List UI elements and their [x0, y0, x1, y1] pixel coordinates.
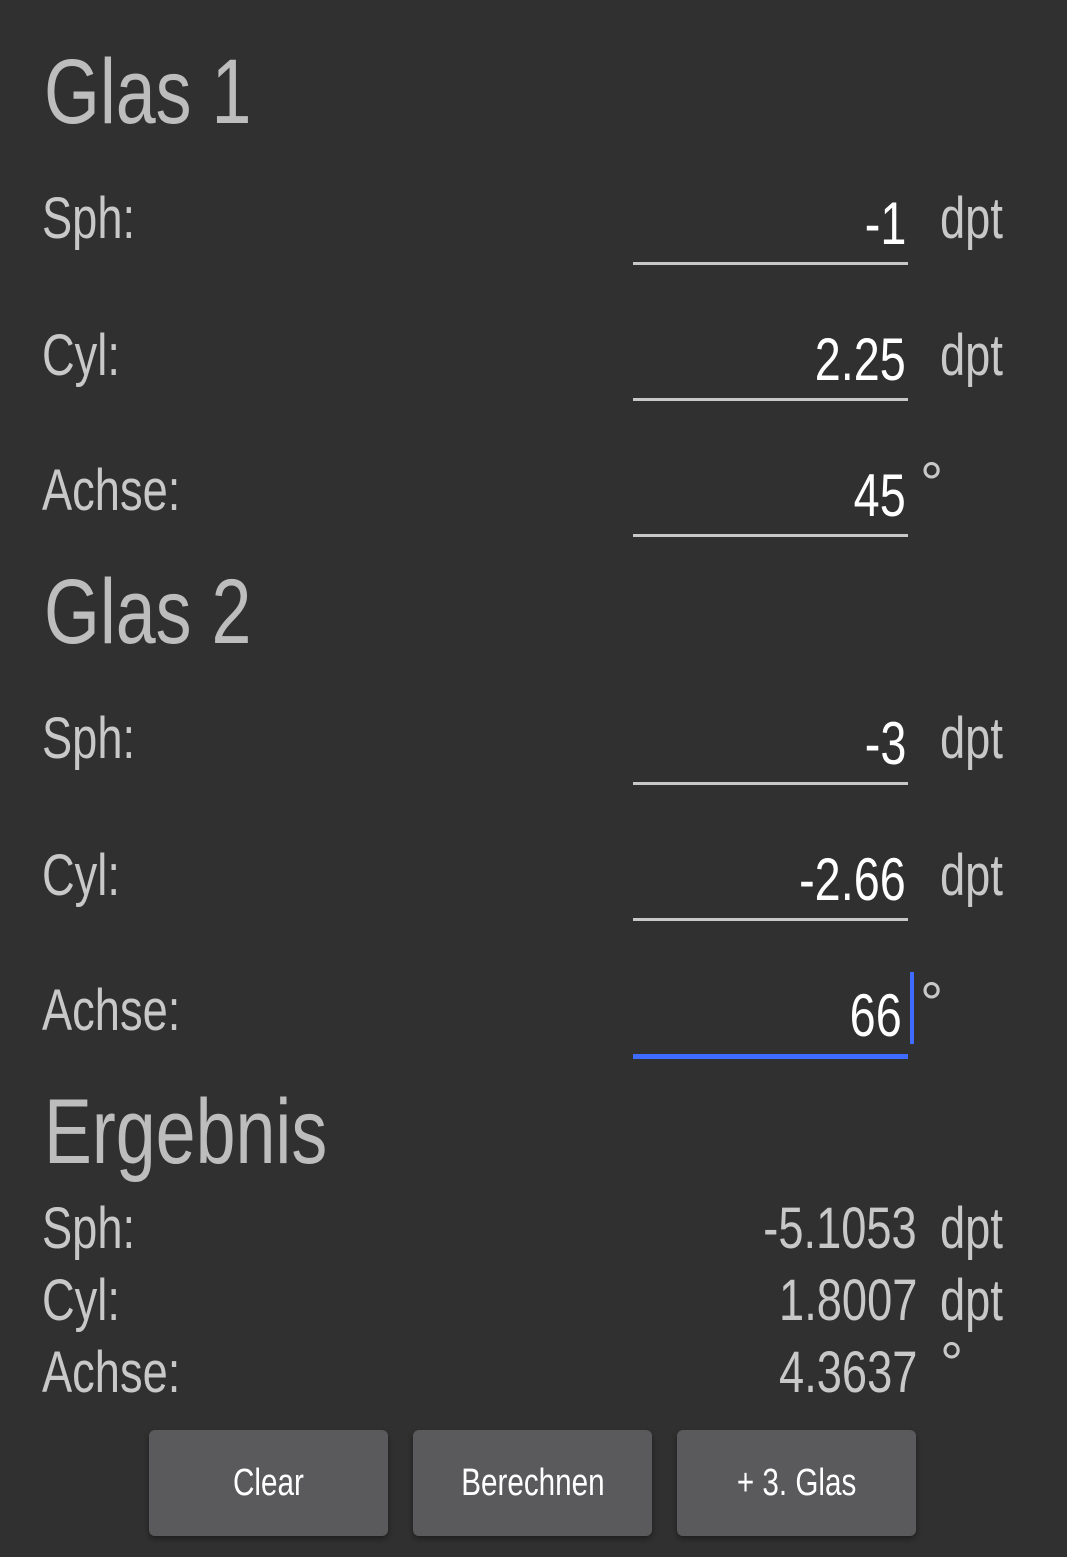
result-cyl-value: 1.8007	[778, 1268, 917, 1333]
clear-button-label: Clear	[233, 1461, 304, 1504]
glas2-sph-value: -3	[864, 710, 906, 777]
glas1-achse-unit: °	[920, 451, 944, 516]
glas1-sph-value: -1	[864, 190, 906, 257]
result-sph-label: Sph:	[42, 1196, 136, 1261]
clear-button[interactable]: Clear	[149, 1430, 388, 1536]
glas2-achse-unit: °	[920, 971, 944, 1036]
glas1-sph-label: Sph:	[42, 186, 136, 251]
glas2-cyl-value: -2.66	[799, 846, 906, 913]
ergebnis-heading: Ergebnis	[44, 1081, 328, 1183]
glas2-cyl-unit: dpt	[940, 843, 1003, 908]
glas1-sph-input[interactable]: -1	[633, 190, 908, 265]
add-glass-button[interactable]: + 3. Glas	[677, 1430, 916, 1536]
glas1-cyl-value: 2.25	[814, 326, 906, 393]
glas2-achse-value: 66	[849, 982, 902, 1049]
glas2-sph-label: Sph:	[42, 706, 136, 771]
glas2-cyl-input[interactable]: -2.66	[633, 846, 908, 921]
glas2-achse-input[interactable]: 66	[633, 972, 914, 1059]
result-achse-unit: °	[940, 1331, 964, 1396]
glas1-achse-label: Achse:	[42, 458, 181, 523]
glas2-achse-label: Achse:	[42, 978, 181, 1043]
result-sph-value: -5.1053	[763, 1196, 917, 1261]
glas2-cyl-label: Cyl:	[42, 843, 120, 908]
glas1-cyl-unit: dpt	[940, 323, 1003, 388]
glas1-achse-input[interactable]: 45	[633, 462, 908, 537]
glas1-heading: Glas 1	[44, 41, 252, 143]
glas1-cyl-input[interactable]: 2.25	[633, 326, 908, 401]
result-achse-label: Achse:	[42, 1340, 181, 1405]
result-sph-unit: dpt	[940, 1196, 1003, 1261]
result-achse-value: 4.3637	[778, 1340, 917, 1405]
calculate-button-label: Berechnen	[460, 1461, 605, 1504]
glas1-cyl-label: Cyl:	[42, 323, 120, 388]
result-cyl-unit: dpt	[940, 1268, 1003, 1333]
glas2-sph-input[interactable]: -3	[633, 710, 908, 785]
calculate-button[interactable]: Berechnen	[413, 1430, 652, 1536]
glas1-achse-value: 45	[853, 462, 906, 529]
text-caret	[910, 972, 914, 1044]
glas2-heading: Glas 2	[44, 561, 252, 663]
result-cyl-label: Cyl:	[42, 1268, 120, 1333]
add-glass-button-label: + 3. Glas	[736, 1461, 857, 1504]
glas1-sph-unit: dpt	[940, 186, 1003, 251]
glas2-sph-unit: dpt	[940, 706, 1003, 771]
